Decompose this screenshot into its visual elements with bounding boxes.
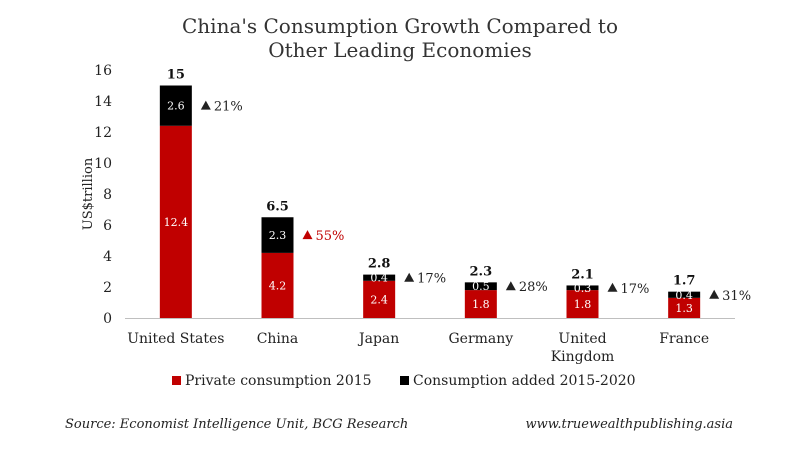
bar-consumption-added — [159, 85, 192, 126]
segment-label-private: 4.2 — [269, 279, 287, 292]
growth-arrow-icon — [505, 281, 516, 291]
x-axis: United States China Japan Germany United King… — [125, 318, 735, 365]
total-label: 6.5 — [266, 199, 289, 214]
source-note: Source: Economist Intelligence Unit, BCG… — [65, 417, 408, 432]
segment-label-private: 1.3 — [675, 302, 693, 315]
category-label: Japan — [357, 331, 399, 347]
legend-label: Consumption added 2015-2020 — [413, 373, 636, 389]
y-tick-label: 6 — [103, 218, 112, 234]
bar-private-consumption — [464, 290, 497, 318]
title-line: Other Leading Economies — [268, 38, 532, 62]
segment-label-added: 2.3 — [269, 229, 287, 242]
chart-title: China's Consumption Growth Compared toOt… — [182, 14, 618, 62]
category-label: China — [257, 331, 299, 347]
bar-private-consumption — [363, 280, 396, 318]
total-label: 2.8 — [368, 257, 391, 272]
website-note: www.truewealthpublishing.asia — [526, 417, 734, 432]
y-axis-label: US$trillion — [81, 157, 96, 230]
bar-consumption-added — [261, 217, 294, 253]
growth-label: 17% — [621, 282, 650, 297]
segment-label-added: 0.4 — [675, 289, 693, 302]
growth-arrow-icon — [607, 282, 618, 292]
growth-label: 21% — [214, 100, 243, 115]
segment-label-added: 0.5 — [472, 280, 490, 293]
bar-consumption-added — [566, 285, 599, 291]
growth-arrow-icon — [404, 272, 415, 282]
bar-consumption-added — [363, 274, 396, 281]
segment-label-private: 1.8 — [574, 298, 592, 311]
y-tick-label: 0 — [103, 311, 112, 327]
category-label: Germany — [448, 331, 513, 347]
y-tick-label: 4 — [103, 249, 112, 265]
segment-label-added: 0.3 — [574, 282, 592, 295]
category-label: France — [659, 331, 709, 347]
category-label: United States — [127, 331, 224, 347]
growth-label: 17% — [417, 272, 446, 287]
category-label: Kingdom — [551, 349, 615, 365]
total-label: 2.3 — [470, 264, 493, 279]
y-tick-label: 14 — [94, 94, 112, 110]
growth-label: 28% — [519, 280, 548, 295]
y-axis: 0 2 4 6 8 10 12 14 16 US$trillion — [81, 63, 112, 327]
legend: Private consumption 2015 Consumption adde… — [172, 373, 636, 389]
total-label: 2.1 — [571, 267, 594, 282]
legend-swatch — [172, 376, 181, 385]
legend-swatch — [400, 376, 409, 385]
segment-label-private: 1.8 — [472, 298, 490, 311]
bars: 12.42.61521%4.22.36.555%2.40.42.817%1.80… — [159, 68, 751, 318]
growth-arrow-icon — [200, 100, 211, 110]
bar-private-consumption — [668, 297, 701, 318]
bar-consumption-added — [668, 291, 701, 298]
title-line: China's Consumption Growth Compared to — [182, 14, 618, 38]
growth-arrow-icon — [709, 289, 720, 299]
bar-private-consumption — [261, 252, 294, 318]
y-tick-label: 8 — [103, 187, 112, 203]
y-tick-label: 12 — [94, 125, 112, 141]
segment-label-added: 0.4 — [370, 272, 388, 285]
total-label: 1.7 — [673, 274, 696, 289]
bar-private-consumption — [566, 290, 599, 318]
y-tick-label: 10 — [94, 156, 112, 172]
y-tick-label: 16 — [94, 63, 112, 79]
segment-label-private: 2.4 — [370, 293, 388, 306]
growth-arrow-icon — [302, 230, 313, 240]
legend-label: Private consumption 2015 — [185, 373, 372, 389]
growth-label: 55% — [316, 229, 345, 244]
segment-label-added: 2.6 — [167, 100, 185, 113]
y-tick-label: 2 — [103, 280, 112, 296]
segment-label-private: 12.4 — [164, 216, 189, 229]
bar-consumption-added — [464, 282, 497, 291]
bar-private-consumption — [159, 125, 192, 318]
total-label: 15 — [167, 68, 185, 83]
growth-label: 31% — [722, 289, 751, 304]
category-label: United — [558, 331, 606, 347]
